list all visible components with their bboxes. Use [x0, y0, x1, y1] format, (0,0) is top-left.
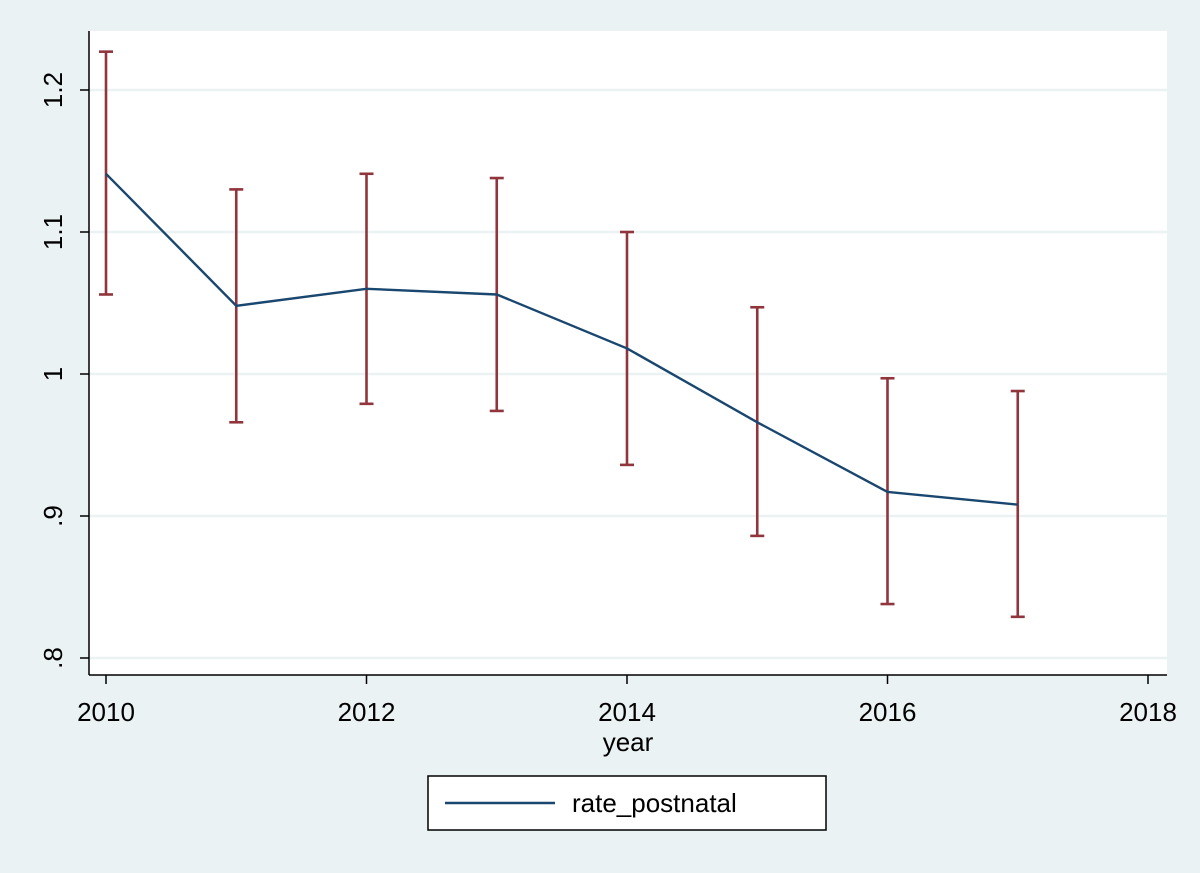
y-tick-label-1: .9: [38, 505, 68, 527]
y-tick-label-0: .8: [38, 647, 68, 669]
y-tick-label-4: 1.2: [38, 72, 68, 108]
error-bar-2010: [99, 50, 113, 296]
x-tick-label-0: 2010: [77, 697, 135, 727]
y-tick-labels: .8 .9 1 1.1 1.2: [38, 72, 68, 669]
x-tick-labels: 2010 2012 2014 2016 2018: [77, 697, 1177, 727]
x-tick-label-3: 2016: [859, 697, 917, 727]
axes: [80, 31, 1167, 684]
legend-label: rate_postnatal: [572, 788, 737, 818]
legend: rate_postnatal: [427, 775, 827, 831]
y-tick-label-2: 1: [38, 367, 68, 381]
x-tick-label-2: 2014: [598, 697, 656, 727]
y-tick-label-3: 1.1: [38, 214, 68, 250]
series-line: [105, 172, 1018, 506]
x-axis-title: year: [603, 727, 654, 757]
x-tick-label-4: 2018: [1119, 697, 1177, 727]
x-tick-label-1: 2012: [338, 697, 396, 727]
